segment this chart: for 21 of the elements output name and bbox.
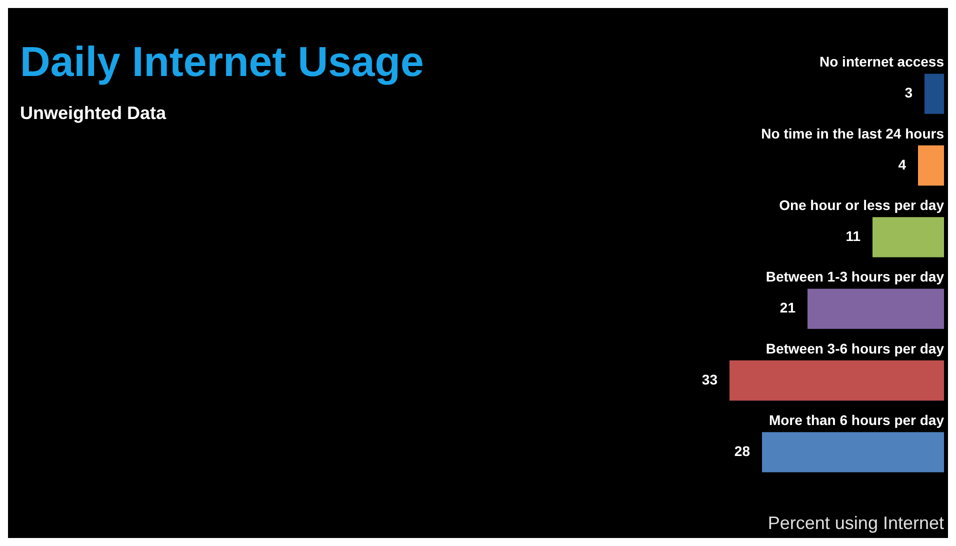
data-label: 28	[734, 443, 750, 460]
y-tick-label: No time in the last 24 hours	[761, 125, 944, 142]
text: Daily Internet Usage	[20, 38, 424, 86]
bar	[808, 288, 944, 329]
y-tick-label: No internet access	[820, 54, 944, 70]
bar	[762, 432, 944, 472]
y-tick-label: More than 6 hours per day	[768, 412, 944, 428]
data-label: 3	[904, 84, 913, 101]
bar	[918, 145, 944, 186]
data-label: 4	[898, 156, 906, 172]
bar	[924, 74, 944, 114]
x-axis-title: Percent using Internet	[768, 513, 944, 534]
y-tick-label: Between 3-6 hours per day	[766, 340, 944, 356]
y-tick-label: One hour or less per day	[779, 196, 944, 213]
text: Unweighted Data	[20, 103, 166, 124]
y-tick-label: Between 1-3 hours per day	[766, 268, 944, 285]
data-label: 33	[702, 371, 718, 388]
data-label: 11	[846, 228, 861, 244]
bar	[730, 360, 944, 401]
data-label: 21	[780, 300, 796, 316]
bar	[872, 217, 944, 258]
